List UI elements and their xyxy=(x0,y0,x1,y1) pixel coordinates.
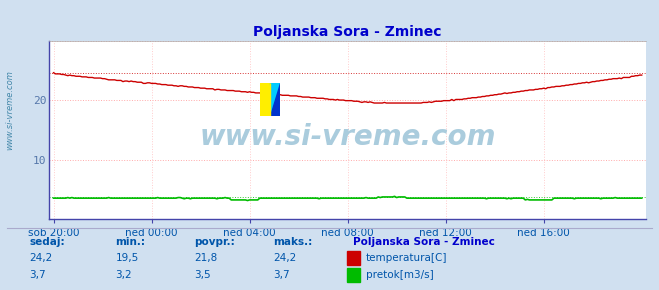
Text: 19,5: 19,5 xyxy=(115,253,138,263)
Text: www.si-vreme.com: www.si-vreme.com xyxy=(200,123,496,151)
Text: Poljanska Sora - Zminec: Poljanska Sora - Zminec xyxy=(353,237,494,247)
Bar xyxy=(270,83,280,116)
Bar xyxy=(260,83,270,116)
Text: 3,7: 3,7 xyxy=(30,270,46,280)
Text: temperatura[C]: temperatura[C] xyxy=(366,253,447,263)
Text: maks.:: maks.: xyxy=(273,237,313,247)
Text: min.:: min.: xyxy=(115,237,146,247)
Text: 24,2: 24,2 xyxy=(30,253,53,263)
Text: 24,2: 24,2 xyxy=(273,253,297,263)
Text: 21,8: 21,8 xyxy=(194,253,217,263)
Text: povpr.:: povpr.: xyxy=(194,237,235,247)
Text: 3,7: 3,7 xyxy=(273,270,290,280)
Text: 3,2: 3,2 xyxy=(115,270,132,280)
Text: 3,5: 3,5 xyxy=(194,270,211,280)
Title: Poljanska Sora - Zminec: Poljanska Sora - Zminec xyxy=(253,26,442,39)
Polygon shape xyxy=(260,83,270,116)
Polygon shape xyxy=(270,83,280,116)
Text: pretok[m3/s]: pretok[m3/s] xyxy=(366,270,434,280)
Text: www.si-vreme.com: www.si-vreme.com xyxy=(5,70,14,150)
Text: sedaj:: sedaj: xyxy=(30,237,65,247)
